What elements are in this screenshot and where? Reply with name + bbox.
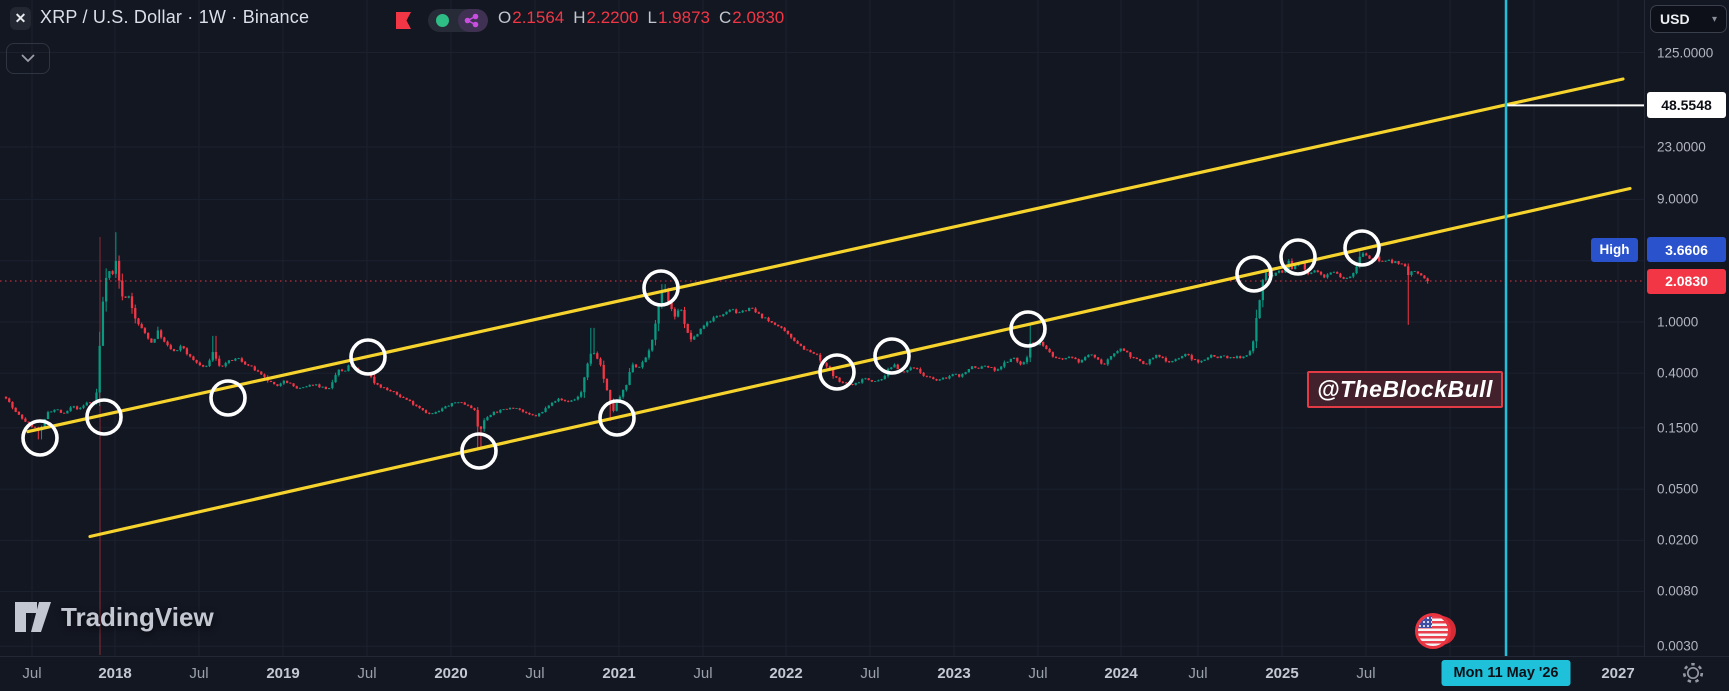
price-axis-label: 0.0080: [1657, 583, 1699, 599]
tradingview-glyph-icon: [15, 602, 51, 632]
price-axis-label: 0.0500: [1657, 481, 1699, 497]
touch-circle-annotation[interactable]: [598, 399, 636, 437]
author-handle: @TheBlockBull: [1317, 376, 1493, 402]
ohlc-field: O2.1564: [498, 8, 564, 28]
time-axis-label: Jul: [1188, 665, 1208, 682]
time-axis-label: Jul: [525, 665, 545, 682]
price-axis-label: 0.1500: [1657, 420, 1699, 436]
ohlc-value: 2.2200: [586, 8, 639, 27]
chevron-down-icon: [21, 54, 35, 63]
touch-circle-annotation[interactable]: [873, 337, 911, 375]
ohlc-label: O: [498, 8, 512, 27]
axis-settings-button[interactable]: [1681, 661, 1705, 690]
channel-line-lower[interactable]: [88, 186, 1632, 539]
touch-circle-annotation[interactable]: [21, 419, 59, 457]
ohlc-field: L1.9873: [648, 8, 710, 28]
price-axis-label: 0.0030: [1657, 638, 1699, 654]
touch-circle-annotation[interactable]: [349, 338, 387, 376]
symbol-title[interactable]: XRP / U.S. Dollar · 1W · Binance: [40, 7, 310, 27]
close-icon[interactable]: ✕: [10, 7, 31, 30]
time-axis-label: Jul: [860, 665, 880, 682]
tradingview-logo-text: TradingView: [61, 601, 214, 632]
currency-label: USD: [1660, 11, 1690, 27]
price-axis-label: 9.0000: [1657, 191, 1699, 207]
touch-circle-annotation[interactable]: [1279, 238, 1317, 276]
collapse-toolbar-button[interactable]: [6, 43, 50, 74]
price-axis-label: 23.0000: [1657, 139, 1706, 155]
ohlc-label: L: [647, 8, 657, 27]
touch-circle-annotation[interactable]: [1343, 229, 1381, 267]
ohlc-value: 1.9873: [657, 8, 710, 27]
channel-line-upper[interactable]: [26, 77, 1625, 434]
time-axis-label: 2018: [98, 665, 132, 682]
time-axis-label: 2019: [266, 665, 300, 682]
economic-event-marker[interactable]: [1415, 613, 1459, 649]
share-network-icon: [464, 13, 479, 28]
time-axis-label: Jul: [357, 665, 377, 682]
flag-canton: [1418, 616, 1432, 628]
ohlc-label: C: [718, 8, 732, 27]
time-axis[interactable]: Mon 11 May '26 Jul 2018 Jul 2019 Jul 2020 Jul 2…: [0, 656, 1729, 691]
status-dot-icon: [436, 14, 449, 27]
time-axis-label: 2027: [1601, 665, 1635, 682]
time-axis-label: 2023: [937, 665, 971, 682]
time-axis-label: Jul: [1356, 665, 1376, 682]
touch-circle-annotation[interactable]: [642, 269, 680, 307]
time-axis-label: 2025: [1265, 665, 1299, 682]
price-axis-label: 0.4000: [1657, 365, 1699, 381]
price-axis-label: 1.0000: [1657, 314, 1699, 330]
current-price-badge: 2.0830: [1647, 268, 1726, 294]
time-axis-label: Jul: [693, 665, 713, 682]
candlestick-chart[interactable]: [0, 0, 1644, 656]
ohlc-field: C2.0830: [719, 8, 784, 28]
ohlc-field: H2.2200: [573, 8, 638, 28]
price-axis[interactable]: 48.5548 3.6606 2.0830 125.0000 23.0000 9.0…: [1644, 0, 1729, 656]
high-label-chip: High: [1591, 237, 1638, 262]
time-axis-label: Jul: [189, 665, 209, 682]
indicator-toggle-pill[interactable]: [428, 9, 488, 32]
touch-circle-annotation[interactable]: [1009, 310, 1047, 348]
ohlc-label: H: [573, 8, 586, 27]
chart-header: ✕ XRP / U.S. Dollar · 1W · Binance O2.15…: [0, 0, 1640, 40]
tradingview-logo[interactable]: TradingView: [14, 601, 214, 633]
time-axis-label: 2024: [1104, 665, 1138, 682]
touch-circle-annotation[interactable]: [1235, 255, 1273, 293]
time-axis-label: 2022: [769, 665, 803, 682]
pill-highlight: [458, 9, 488, 32]
high-price-badge: 3.6606: [1647, 237, 1726, 263]
projection-price-badge: 48.5548: [1647, 92, 1726, 119]
us-flag-icon: [1415, 613, 1451, 649]
chevron-down-icon: ▾: [1711, 13, 1717, 25]
currency-selector[interactable]: USD ▾: [1650, 5, 1727, 33]
time-axis-label: 2021: [602, 665, 636, 682]
ohlc-value: 2.0830: [732, 8, 785, 27]
touch-circle-annotation[interactable]: [85, 398, 123, 436]
touch-circle-annotation[interactable]: [818, 353, 856, 391]
time-axis-label: Jul: [1028, 665, 1048, 682]
gear-icon: [1682, 662, 1704, 684]
flag-icon[interactable]: [396, 12, 411, 29]
ohlc-readout: O2.1564 H2.2200 L1.9873 C2.0830: [498, 8, 784, 28]
crosshair-date-badge: Mon 11 May '26: [1441, 660, 1571, 686]
touch-circle-annotation[interactable]: [460, 432, 498, 470]
ohlc-value: 2.1564: [512, 8, 565, 27]
time-axis-label: Jul: [22, 665, 42, 682]
price-axis-label: 125.0000: [1657, 45, 1714, 61]
time-axis-label: 2020: [434, 665, 468, 682]
price-axis-label: 0.0200: [1657, 532, 1699, 548]
touch-circle-annotation[interactable]: [209, 379, 247, 417]
author-watermark[interactable]: @TheBlockBull: [1307, 371, 1503, 408]
